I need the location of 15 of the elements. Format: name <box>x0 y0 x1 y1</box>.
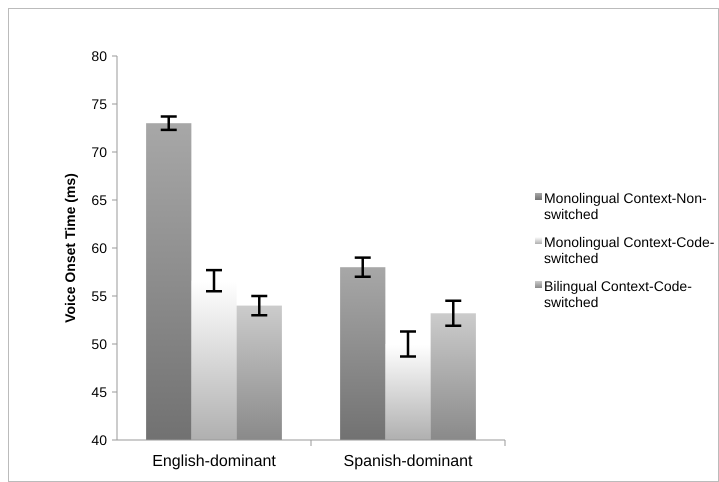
x-tick-label: English-dominant <box>152 453 276 470</box>
y-tick-label: 45 <box>91 384 108 400</box>
y-tick-label: 65 <box>91 192 108 208</box>
legend-label: Monolingual Context-Code-switched <box>544 234 715 266</box>
x-tick-label: Spanish-dominant <box>344 453 474 470</box>
y-tick-label: 70 <box>91 144 108 160</box>
y-tick-label: 80 <box>91 48 108 64</box>
y-tick-label: 55 <box>91 288 108 304</box>
legend-label: Monolingual Context-Non-switched <box>544 190 707 222</box>
y-tick-label: 50 <box>91 336 108 352</box>
y-tick-label: 60 <box>91 240 108 256</box>
legend-label: Bilingual Context-Code-switched <box>544 278 692 310</box>
y-tick-label: 75 <box>91 96 108 112</box>
y-axis-title: Voice Onset Time (ms) <box>62 173 78 323</box>
y-tick-label: 40 <box>91 432 108 448</box>
